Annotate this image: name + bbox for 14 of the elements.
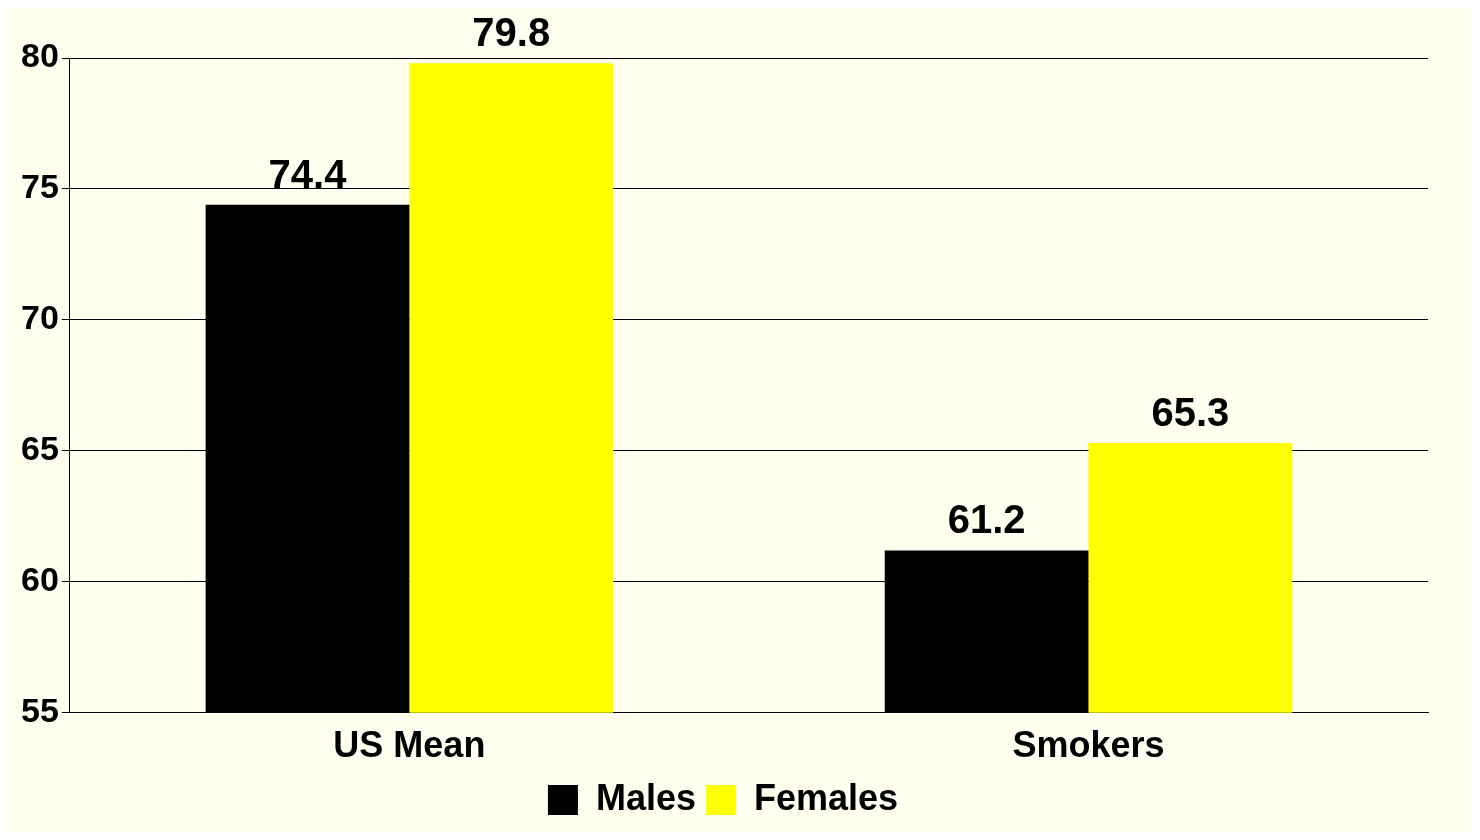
y-tick-label: 80 [20, 36, 59, 75]
y-tick-label: 70 [20, 298, 59, 337]
legend-label: Males [595, 776, 696, 818]
legend-label: Females [753, 776, 899, 818]
x-tick-label: US Mean [333, 724, 486, 766]
data-label: 61.2 [947, 497, 1026, 542]
y-tick-label: 75 [20, 167, 59, 206]
data-label: 65.3 [1151, 390, 1230, 435]
y-tick-label: 55 [20, 691, 59, 730]
y-tick-label: 60 [20, 560, 59, 599]
data-label: 79.8 [472, 10, 551, 55]
x-tick-label: Smokers [1012, 724, 1165, 766]
data-label: 74.4 [268, 151, 348, 196]
y-tick-label: 65 [20, 429, 59, 468]
